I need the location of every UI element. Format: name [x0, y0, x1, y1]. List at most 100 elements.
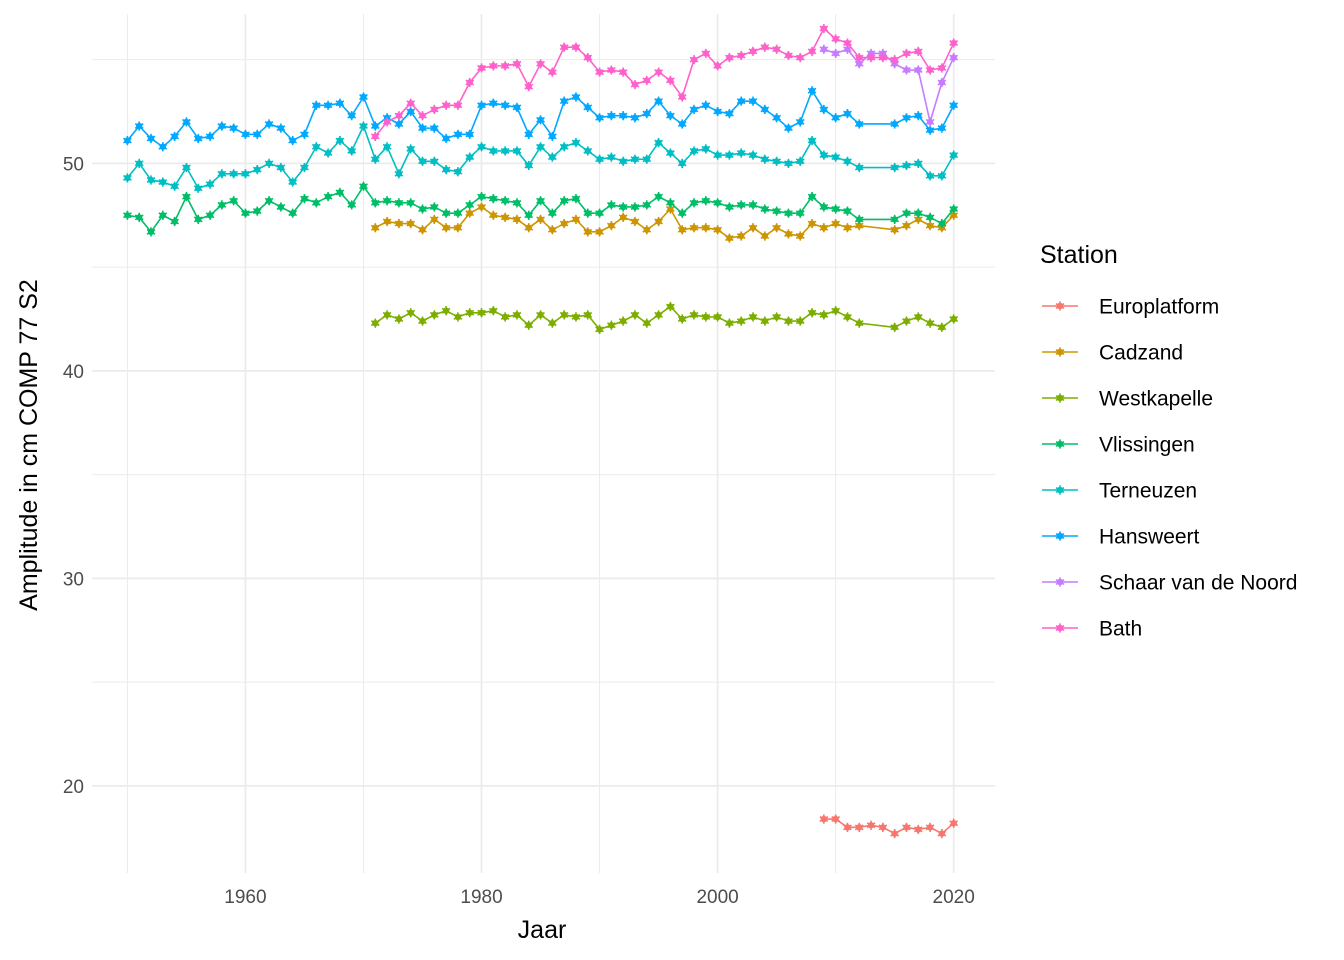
data-point	[925, 171, 935, 181]
data-point	[382, 142, 392, 152]
marker-stroke	[618, 203, 628, 210]
data-point	[866, 820, 876, 830]
legend-item: Cadzand	[1042, 342, 1183, 365]
marker-stroke	[441, 166, 451, 173]
data-point	[252, 165, 262, 175]
data-point	[689, 146, 699, 156]
data-point	[784, 229, 793, 239]
marker-stroke	[370, 224, 380, 231]
marker-stroke	[1055, 487, 1065, 493]
data-point	[902, 113, 911, 123]
data-point	[500, 312, 510, 322]
data-point	[772, 206, 782, 216]
data-point	[477, 63, 486, 73]
data-point	[772, 223, 782, 233]
data-point	[843, 223, 852, 233]
marker-stroke	[512, 216, 522, 223]
marker-stroke	[559, 311, 569, 318]
marker-stroke	[536, 60, 545, 67]
data-point	[795, 316, 805, 326]
marker-stroke	[205, 133, 215, 140]
data-point	[370, 318, 380, 328]
data-point	[441, 208, 451, 218]
data-point	[949, 314, 959, 324]
marker-stroke	[913, 826, 923, 833]
marker-stroke	[843, 208, 852, 215]
data-point	[429, 310, 439, 320]
marker-stroke	[300, 195, 309, 202]
marker-stroke	[500, 197, 510, 204]
marker-stroke	[146, 135, 156, 142]
x-tick-label: 2000	[696, 887, 738, 908]
marker-stroke	[394, 199, 404, 206]
data-point	[854, 822, 864, 832]
data-point	[394, 198, 404, 208]
marker-stroke	[477, 102, 486, 109]
marker-stroke	[748, 201, 758, 208]
data-point	[760, 104, 770, 115]
data-point	[335, 135, 345, 146]
marker-stroke	[666, 206, 675, 213]
marker-stroke	[264, 197, 274, 204]
data-point	[394, 111, 404, 121]
marker-stroke	[418, 206, 427, 213]
marker-stroke	[772, 224, 782, 231]
marker-stroke	[630, 311, 640, 318]
data-point	[701, 196, 711, 206]
marker-stroke	[630, 203, 640, 210]
data-point	[736, 316, 746, 326]
marker-stroke	[323, 193, 333, 200]
data-point	[465, 152, 475, 162]
marker-stroke	[642, 156, 652, 163]
data-point	[559, 96, 569, 106]
data-point	[406, 308, 416, 318]
marker-stroke	[382, 118, 392, 125]
marker-stroke	[229, 170, 239, 177]
data-point	[949, 52, 959, 63]
marker-stroke	[406, 220, 416, 227]
legend-label: Westkapelle	[1099, 388, 1213, 411]
data-point	[146, 133, 156, 144]
marker-stroke	[217, 170, 227, 177]
marker-stroke	[217, 123, 227, 130]
data-point	[571, 194, 581, 204]
data-point	[595, 227, 604, 237]
marker-stroke	[902, 318, 911, 325]
data-point	[524, 82, 534, 92]
data-point	[736, 200, 746, 210]
marker-stroke	[134, 214, 144, 221]
data-point	[170, 216, 180, 227]
marker-stroke	[453, 168, 463, 175]
marker-stroke	[666, 112, 675, 119]
x-axis-title: Jaar	[518, 916, 567, 944]
marker-stroke	[902, 824, 911, 831]
data-point	[937, 322, 947, 332]
marker-stroke	[1055, 625, 1065, 631]
data-point	[370, 223, 380, 233]
marker-stroke	[713, 313, 722, 320]
marker-stroke	[453, 131, 463, 138]
marker-stroke	[819, 106, 829, 113]
marker-stroke	[902, 114, 911, 121]
data-point	[359, 181, 368, 191]
marker-stroke	[288, 179, 298, 186]
marker-stroke	[854, 216, 864, 223]
y-tick-label: 30	[63, 569, 84, 590]
marker-stroke	[748, 152, 758, 159]
marker-stroke	[854, 60, 864, 67]
marker-stroke	[300, 131, 309, 138]
legend-key-marker	[1055, 531, 1065, 541]
data-point	[854, 318, 864, 328]
marker-stroke	[477, 309, 486, 316]
data-point	[913, 158, 923, 168]
marker-stroke	[571, 195, 581, 202]
data-point	[488, 210, 498, 220]
marker-stroke	[807, 87, 817, 94]
data-point	[925, 212, 935, 222]
marker-stroke	[666, 77, 675, 84]
marker-stroke	[913, 216, 923, 223]
data-point	[406, 98, 416, 108]
data-point	[146, 175, 156, 185]
data-point	[748, 223, 758, 233]
marker-stroke	[760, 106, 770, 113]
